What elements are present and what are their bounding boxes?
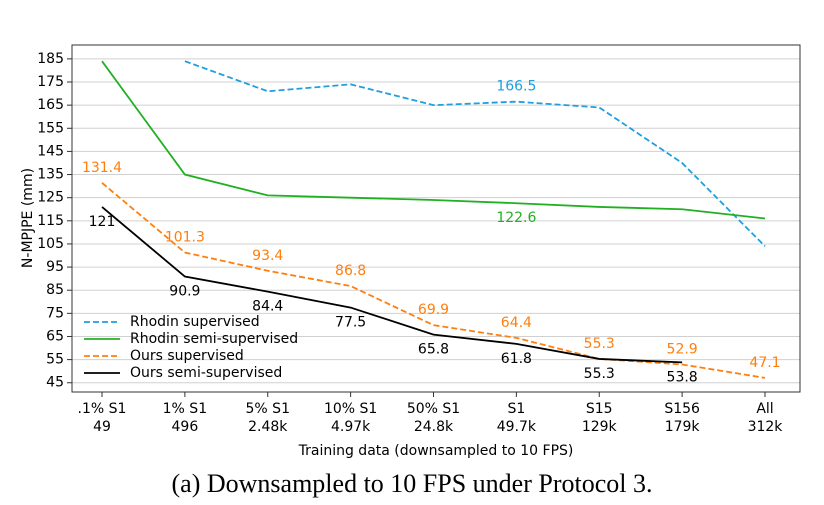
x-tick-label: S1 — [507, 401, 525, 417]
y-tick-label: 55 — [46, 352, 64, 368]
series-line — [184, 60, 766, 247]
y-tick-label: 65 — [46, 328, 64, 344]
y-tick-label: 185 — [37, 51, 64, 67]
x-tick-sublabel: 24.8k — [414, 419, 454, 435]
data-label: 101.3 — [165, 230, 205, 246]
x-tick-sublabel: 49 — [93, 419, 111, 435]
data-label: 131.4 — [82, 160, 122, 176]
legend-label: Rhodin supervised — [130, 314, 260, 330]
data-label: 65.8 — [418, 342, 449, 358]
x-tick-label: .1% S1 — [78, 401, 127, 417]
plot-frame — [71, 44, 801, 393]
x-tick-label: S156 — [664, 401, 700, 417]
y-tick-label: 75 — [46, 305, 64, 321]
x-tick-label: S15 — [586, 401, 613, 417]
data-label: 86.8 — [335, 263, 366, 279]
y-tick-label: 135 — [37, 167, 64, 183]
x-tick-label: 50% S1 — [407, 401, 460, 417]
x-tick-label: All — [756, 401, 773, 417]
data-label: 47.1 — [749, 355, 780, 371]
data-label: 52.9 — [667, 341, 698, 357]
y-tick-label: 145 — [37, 143, 64, 159]
y-tick-label: 115 — [37, 213, 64, 229]
caption: (a) Downsampled to 10 FPS under Protocol… — [172, 469, 653, 498]
y-tick-label: 155 — [37, 120, 64, 136]
x-tick-sublabel: 496 — [172, 419, 199, 435]
x-tick-sublabel: 2.48k — [248, 419, 288, 435]
y-tick-label: 45 — [46, 375, 64, 391]
x-tick-label: 10% S1 — [324, 401, 377, 417]
y-tick-label: 165 — [37, 97, 64, 113]
data-label: 90.9 — [169, 284, 200, 300]
y-tick-label: 105 — [37, 236, 64, 252]
y-axis-label: N-MPJPE (mm) — [20, 168, 36, 268]
data-label: 121 — [89, 214, 116, 230]
x-axis-label: Training data (downsampled to 10 FPS) — [298, 443, 574, 459]
data-label: 53.8 — [667, 369, 698, 385]
x-tick-sublabel: 179k — [665, 419, 701, 435]
data-label: 166.5 — [496, 79, 536, 95]
y-tick-label: 95 — [46, 259, 64, 275]
series-line — [101, 206, 683, 364]
x-tick-label: 5% S1 — [246, 401, 290, 417]
legend-label: Ours supervised — [130, 348, 244, 364]
x-tick-sublabel: 4.97k — [331, 419, 371, 435]
data-label: 55.3 — [584, 336, 615, 352]
data-label: 61.8 — [501, 351, 532, 367]
x-tick-sublabel: 129k — [582, 419, 618, 435]
series-line — [101, 60, 766, 220]
y-tick-label: 125 — [37, 190, 64, 206]
data-label: 69.9 — [418, 302, 449, 318]
data-label: 77.5 — [335, 315, 366, 331]
legend-label: Ours semi-supervised — [130, 365, 282, 381]
y-tick-label: 175 — [37, 74, 64, 90]
data-label: 84.4 — [252, 299, 283, 315]
data-label: 122.6 — [496, 210, 536, 226]
legend-label: Rhodin semi-supervised — [130, 331, 298, 347]
y-tick-label: 85 — [46, 282, 64, 298]
data-label: 55.3 — [584, 366, 615, 382]
x-tick-sublabel: 49.7k — [497, 419, 537, 435]
x-tick-sublabel: 312k — [748, 419, 784, 435]
x-tick-label: 1% S1 — [163, 401, 207, 417]
data-label: 64.4 — [501, 315, 532, 331]
data-label: 93.4 — [252, 248, 283, 264]
series-line — [101, 182, 766, 379]
